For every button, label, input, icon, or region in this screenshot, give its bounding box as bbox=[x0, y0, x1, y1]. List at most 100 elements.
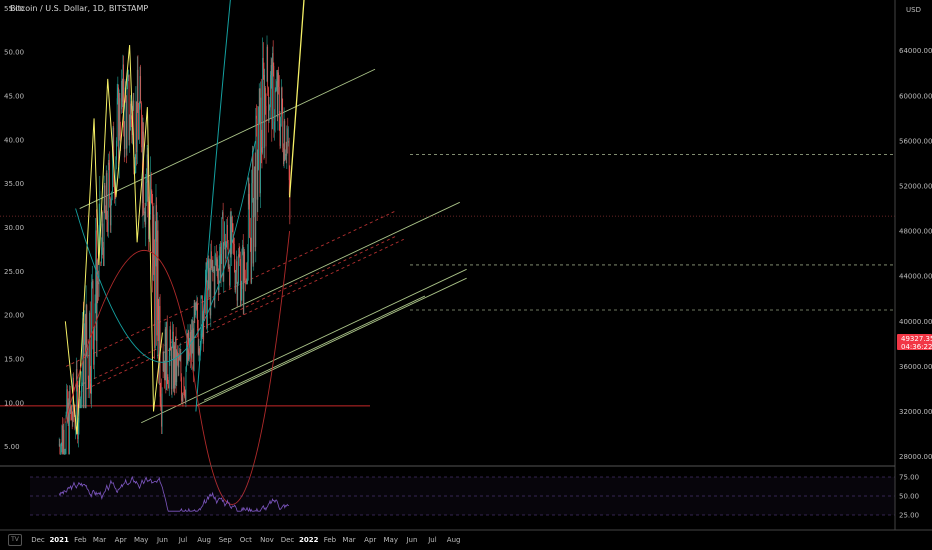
left-axis-tick-label: 55.00 bbox=[4, 5, 24, 13]
time-axis-label: 2021 bbox=[49, 536, 69, 544]
last-price-value: 49327.35 bbox=[901, 335, 932, 343]
candle-body bbox=[138, 112, 139, 140]
candle-body bbox=[245, 278, 247, 285]
candle-body bbox=[266, 46, 268, 82]
candle-body bbox=[186, 340, 187, 368]
right-axis-tick-label: 40000.00 bbox=[899, 318, 932, 326]
candle-body bbox=[121, 80, 123, 102]
candle-body bbox=[250, 237, 252, 283]
candle-body bbox=[103, 185, 105, 267]
candle-body bbox=[232, 223, 234, 244]
candle-body bbox=[222, 212, 224, 282]
candle-body bbox=[263, 75, 265, 149]
candle-body bbox=[184, 386, 185, 397]
candle-body bbox=[239, 256, 241, 259]
candle-body bbox=[220, 246, 221, 279]
candle-body bbox=[169, 329, 171, 356]
candle-body bbox=[175, 336, 176, 385]
time-axis-label: Dec bbox=[281, 536, 295, 544]
candle-body bbox=[244, 251, 245, 281]
candle-body bbox=[89, 312, 91, 384]
time-axis-label: Sep bbox=[219, 536, 233, 544]
candle-body bbox=[109, 164, 110, 199]
candle-body bbox=[128, 75, 129, 78]
candle-body bbox=[161, 393, 163, 427]
rsi-panel bbox=[30, 475, 895, 516]
right-axis-tick-label: 48000.00 bbox=[899, 228, 932, 236]
candle-body bbox=[80, 398, 82, 409]
candle-body bbox=[278, 86, 280, 124]
candle-body bbox=[289, 180, 291, 220]
candle-body bbox=[185, 367, 187, 401]
candle-body bbox=[253, 198, 255, 264]
candle-body bbox=[201, 295, 203, 296]
candle-body bbox=[62, 425, 63, 455]
time-axis-label: Jun bbox=[405, 536, 417, 544]
candle-body bbox=[151, 191, 153, 194]
rsi-band-fill bbox=[30, 477, 895, 515]
candle-body bbox=[287, 129, 289, 143]
bar-countdown: 04:36:22 bbox=[901, 343, 932, 351]
candle-body bbox=[88, 379, 90, 389]
rsi-tick-label: 50.00 bbox=[899, 493, 919, 501]
candle-body bbox=[91, 280, 93, 283]
candle-body bbox=[237, 283, 239, 301]
candle-body bbox=[164, 329, 166, 381]
candle-body bbox=[131, 119, 133, 136]
candle-body bbox=[118, 98, 120, 164]
candle-body bbox=[136, 69, 138, 153]
candle-body bbox=[260, 97, 261, 194]
candle-body bbox=[130, 103, 132, 120]
candle-body bbox=[251, 183, 253, 283]
candle-body bbox=[92, 280, 94, 329]
candle-body bbox=[144, 211, 146, 225]
candle-body bbox=[210, 251, 212, 316]
candle-body bbox=[86, 305, 88, 350]
candle-body bbox=[59, 444, 61, 455]
candle-body bbox=[83, 343, 85, 409]
candle-body bbox=[233, 243, 234, 244]
history-zigzag bbox=[64, 45, 163, 435]
left-axis-tick-label: 30.00 bbox=[4, 224, 24, 232]
candle-body bbox=[148, 196, 149, 240]
candle-body bbox=[154, 241, 156, 348]
candle-body bbox=[101, 247, 102, 264]
candle-body bbox=[174, 345, 176, 385]
candle-body bbox=[180, 353, 182, 378]
candle-body bbox=[216, 259, 218, 267]
candle-body bbox=[272, 53, 273, 130]
candle-body bbox=[158, 320, 160, 369]
candle-body bbox=[75, 424, 76, 429]
left-axis-tick-label: 45.00 bbox=[4, 93, 24, 101]
candle-body bbox=[164, 360, 165, 381]
candle-body bbox=[160, 396, 162, 405]
candle-body bbox=[93, 328, 94, 365]
left-axis-tick-label: 35.00 bbox=[4, 180, 24, 188]
symbol-title[interactable]: Bitcoin / U.S. Dollar, 1D, BITSTAMP bbox=[10, 4, 148, 13]
candle-body bbox=[244, 280, 246, 285]
time-axis-label: Aug bbox=[197, 536, 211, 544]
candle-body bbox=[262, 57, 263, 153]
candle-body bbox=[256, 118, 258, 200]
candle-body bbox=[170, 350, 172, 390]
tradingview-logo-icon[interactable]: TV bbox=[8, 534, 22, 546]
candle-body bbox=[83, 318, 84, 409]
candle-body bbox=[281, 87, 282, 117]
time-axis-label: 2022 bbox=[299, 536, 319, 544]
candle-body bbox=[135, 101, 137, 160]
channel-lower-line bbox=[231, 201, 460, 311]
candle-body bbox=[168, 385, 169, 389]
candle-body bbox=[254, 166, 255, 199]
candle-body bbox=[199, 348, 200, 356]
candle-body bbox=[110, 204, 112, 226]
candle-body bbox=[159, 306, 160, 369]
candle-body bbox=[229, 266, 230, 286]
candle-body bbox=[168, 355, 170, 389]
candle-body bbox=[248, 194, 250, 205]
candle-body bbox=[288, 141, 290, 181]
candle-body bbox=[182, 394, 184, 402]
candle-body bbox=[165, 329, 167, 391]
candle-body bbox=[215, 254, 217, 267]
time-axis-label: May bbox=[383, 536, 397, 544]
